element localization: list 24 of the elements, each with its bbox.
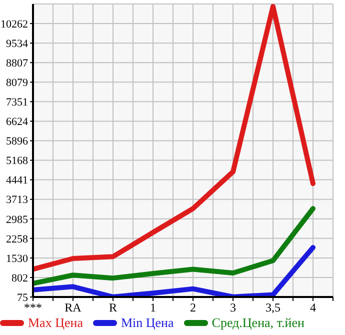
y-tick-label: 2985: [6, 214, 28, 226]
y-tick-label: 8079: [6, 77, 28, 90]
x-tick-label: RA: [64, 300, 82, 315]
y-tick-label: 1530: [6, 252, 28, 265]
y-tick-label: 3713: [6, 194, 28, 206]
y-tick-label: 6624: [6, 116, 28, 128]
y-tick-label: 5896: [6, 136, 28, 148]
y-tick-label: 802: [12, 272, 28, 284]
x-tick-label: 3,5: [266, 300, 280, 315]
legend-label: Min Цена: [120, 315, 174, 331]
x-tick-label: 4: [310, 300, 316, 315]
y-tick-label: 8807: [6, 58, 28, 70]
x-tick-label: 1: [150, 300, 156, 315]
x-tick-label: R: [108, 300, 118, 315]
y-tick-label: 7351: [6, 96, 28, 109]
x-tick-label: 3: [230, 300, 236, 315]
legend-label: Сред.Цена, т.йен: [210, 315, 304, 331]
y-tick-label: 4441: [6, 174, 28, 187]
legend-label: Max Цена: [27, 315, 83, 331]
x-tick-label: 2: [190, 300, 196, 315]
y-tick-label: 9534: [6, 38, 28, 50]
y-tick-label: 2258: [6, 233, 28, 246]
y-tick-label: 5168: [6, 155, 28, 168]
y-tick-label: 10262: [0, 18, 28, 30]
